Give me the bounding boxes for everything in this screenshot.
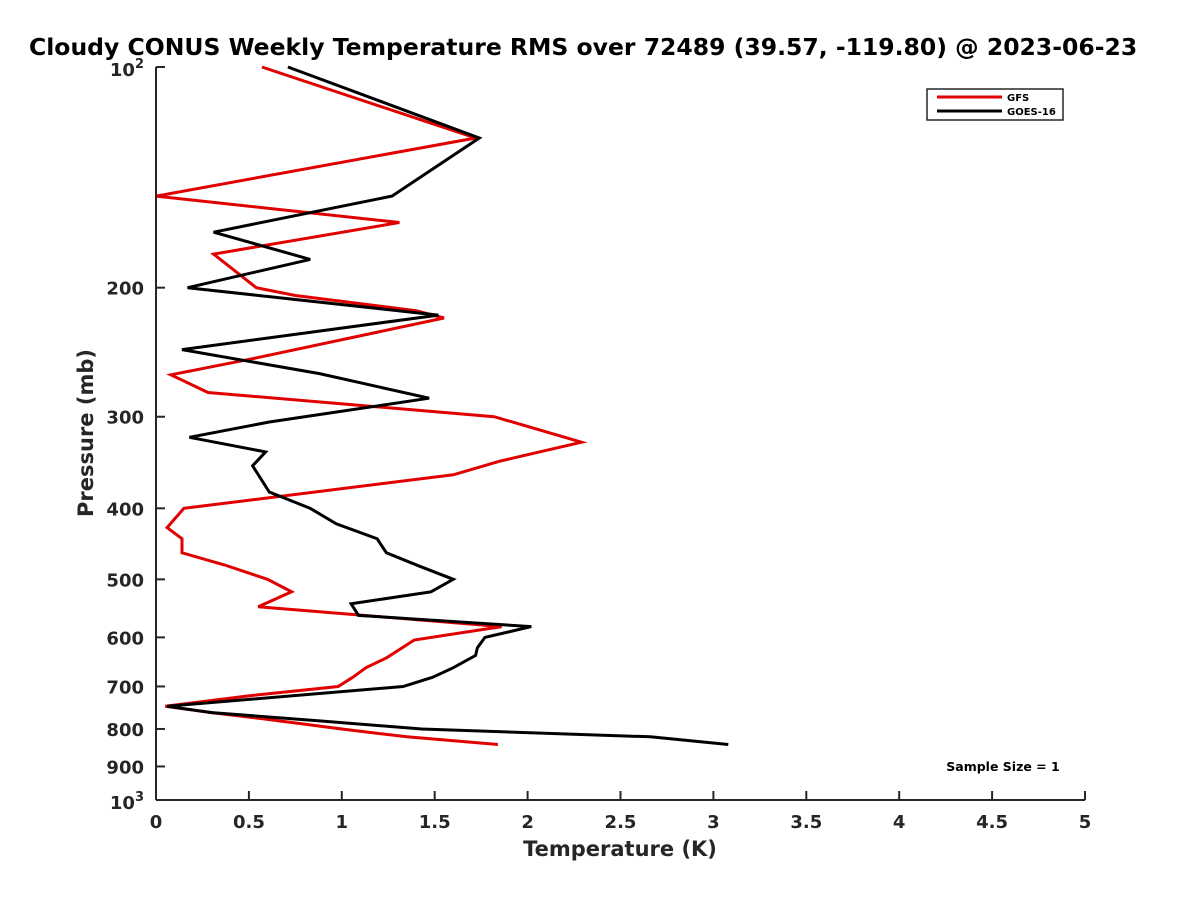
y-tick-label: 800 [106,720,144,741]
legend-label: GOES-16 [1007,107,1056,118]
chart-title: Cloudy CONUS Weekly Temperature RMS over… [29,33,1137,61]
x-tick-label: 0.5 [233,812,265,833]
x-tick-label: 5 [1079,812,1092,833]
series-line-gfs [156,65,588,746]
series-line-goes-16 [166,65,729,746]
x-axis-label: Temperature (K) [523,837,717,861]
x-tick-label: 1 [336,812,349,833]
x-tick-label: 4 [893,812,906,833]
y-tick-label: 300 [106,408,144,429]
x-tick-label: 2.5 [605,812,637,833]
x-tick-label: 2 [521,812,534,833]
y-tick-label: 200 [106,279,144,300]
sample-size-annotation: Sample Size = 1 [946,759,1059,774]
y-tick-label: 500 [106,570,144,591]
legend-frame [926,88,1064,121]
y-tick-label: 900 [106,757,144,778]
y-tick-label: 600 [106,628,144,649]
y-tick-label: 400 [106,499,144,520]
y-tick-label: 102 [110,57,144,81]
legend: GFS GOES-16 [926,88,1064,121]
legend-label: GFS [1007,93,1029,104]
y-tick-label: 700 [106,677,144,698]
x-tick-label: 1.5 [419,812,451,833]
y-axis-label: Pressure (mb) [74,349,98,517]
x-tick-label: 3 [707,812,720,833]
y-tick-label: 103 [110,790,144,814]
series-layer [156,65,729,746]
x-tick-label: 3.5 [790,812,822,833]
x-tick-label: 4.5 [976,812,1008,833]
axes-layer: 0 0.5 1 1.5 2 2.5 3 3.5 4 4.5 5 102 200 300 400 500 600 7… [106,57,1091,833]
x-tick-label: 0 [150,812,163,833]
